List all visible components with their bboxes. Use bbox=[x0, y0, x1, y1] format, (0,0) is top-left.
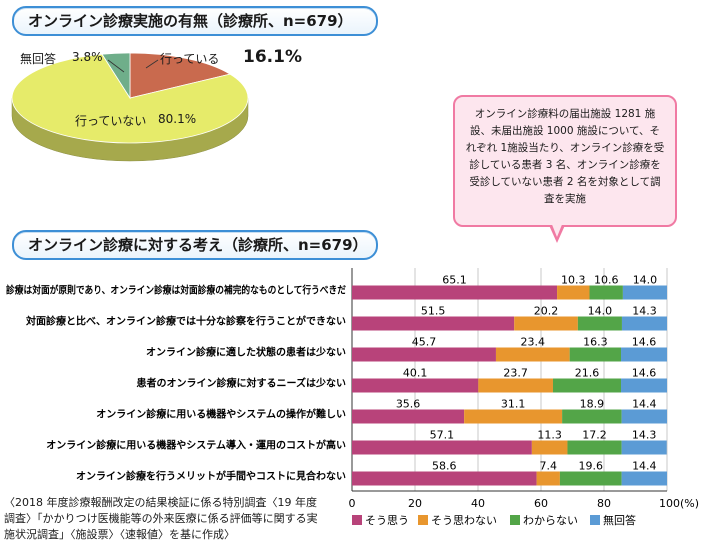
category-label: 診療は対面が原則であり、オンライン診療は対面診療の補完的なものとして行うべきだ bbox=[6, 284, 346, 297]
bar-segment bbox=[589, 285, 623, 300]
data-label: 23.7 bbox=[503, 367, 528, 380]
bar-segment bbox=[464, 409, 563, 424]
x-tick-label: 100(%) bbox=[659, 497, 699, 510]
data-label: 51.5 bbox=[421, 305, 446, 318]
bar-segment bbox=[531, 440, 568, 455]
bar-segment bbox=[352, 316, 515, 331]
data-label: 35.6 bbox=[396, 398, 421, 411]
bar-segment bbox=[622, 285, 667, 300]
pie-label-noanswer: 無回答 bbox=[20, 52, 57, 66]
legend-label: そう思わない bbox=[431, 514, 497, 527]
data-label: 40.1 bbox=[403, 367, 428, 380]
data-label: 14.0 bbox=[588, 305, 613, 318]
data-label: 14.3 bbox=[632, 305, 657, 318]
bar-segment bbox=[352, 440, 532, 455]
pie-label-notdoing: 行っていない bbox=[75, 114, 147, 128]
bar-segment bbox=[559, 471, 622, 486]
data-label: 45.7 bbox=[412, 336, 437, 349]
bar-segment bbox=[352, 347, 496, 362]
bar-segment bbox=[514, 316, 578, 331]
data-label: 57.1 bbox=[430, 429, 455, 442]
category-label: 対面診療と比べ、オンライン診療では十分な診察を行うことができない bbox=[25, 315, 346, 328]
legend-swatch bbox=[590, 515, 600, 525]
legend-swatch bbox=[352, 515, 362, 525]
data-label: 14.0 bbox=[633, 274, 658, 287]
pie-value-noanswer: 3.8% bbox=[72, 50, 103, 64]
data-label: 18.9 bbox=[580, 398, 605, 411]
x-tick-label: 60 bbox=[534, 497, 548, 510]
data-label: 10.3 bbox=[561, 274, 586, 287]
bar-segment bbox=[577, 316, 622, 331]
bar-segment bbox=[569, 347, 622, 362]
bar-segment bbox=[621, 440, 667, 455]
data-label: 14.4 bbox=[632, 398, 657, 411]
data-label: 14.6 bbox=[632, 336, 657, 349]
data-label: 14.6 bbox=[632, 367, 657, 380]
x-tick-label: 20 bbox=[408, 497, 422, 510]
data-label: 31.1 bbox=[501, 398, 526, 411]
pie-chart-title: オンライン診療実施の有無（診療所、n=679） bbox=[12, 6, 378, 36]
bar-segment bbox=[352, 285, 558, 300]
data-label: 17.2 bbox=[582, 429, 607, 442]
bar-segment bbox=[352, 378, 479, 393]
bar-segment bbox=[478, 378, 553, 393]
category-label: オンライン診療に用いる機器やシステムの操作が難しい bbox=[96, 408, 346, 421]
category-label: オンライン診療に用いる機器やシステム導入・運用のコストが高い bbox=[46, 439, 346, 452]
legend-label: 無回答 bbox=[603, 513, 636, 527]
bar-segment bbox=[621, 471, 667, 486]
x-tick-label: 0 bbox=[349, 497, 356, 510]
legend-swatch bbox=[418, 515, 428, 525]
data-label: 10.6 bbox=[594, 274, 619, 287]
bar-segment bbox=[352, 409, 465, 424]
x-tick-label: 40 bbox=[471, 497, 485, 510]
bar-segment bbox=[352, 471, 537, 486]
data-label: 11.3 bbox=[537, 429, 562, 442]
data-label: 14.3 bbox=[632, 429, 657, 442]
legend-label: わからない bbox=[523, 514, 578, 527]
category-label: 患者のオンライン診療に対するニーズは少ない bbox=[137, 377, 347, 390]
legend-label: そう思う bbox=[365, 514, 409, 527]
bar-segment bbox=[562, 409, 622, 424]
data-label: 14.4 bbox=[632, 460, 657, 473]
survey-note-callout: オンライン診療料の届出施設 1281 施設、未届出施設 1000 施設について、… bbox=[453, 95, 677, 227]
pie-value-doing: 16.1% bbox=[243, 47, 302, 67]
bar-chart-title: オンライン診療に対する考え（診療所、n=679） bbox=[12, 230, 378, 260]
data-label: 65.1 bbox=[442, 274, 467, 287]
data-label: 23.4 bbox=[521, 336, 546, 349]
bar-segment bbox=[621, 316, 667, 331]
category-label: オンライン診療を行うメリットが手間やコストに見合わない bbox=[76, 470, 346, 483]
source-note: 〈2018 年度診療報酬改定の結果検証に係る特別調査〈19 年度調査〉「かかりつ… bbox=[4, 496, 318, 541]
bar-segment bbox=[621, 409, 667, 424]
callout-tail-inner bbox=[551, 222, 563, 237]
data-label: 16.3 bbox=[583, 336, 608, 349]
bar-segment bbox=[536, 471, 560, 486]
bar-segment bbox=[495, 347, 570, 362]
bar-segment bbox=[557, 285, 590, 300]
data-label: 7.4 bbox=[539, 460, 557, 473]
category-label: オンライン診療に適した状態の患者は少ない bbox=[146, 346, 346, 359]
data-label: 58.6 bbox=[432, 460, 457, 473]
x-tick-label: 80 bbox=[597, 497, 611, 510]
data-label: 20.2 bbox=[534, 305, 559, 318]
pie-value-notdoing: 80.1% bbox=[158, 112, 197, 126]
legend-swatch bbox=[510, 515, 520, 525]
data-label: 19.6 bbox=[579, 460, 604, 473]
bar-segment bbox=[567, 440, 622, 455]
bar-segment bbox=[552, 378, 622, 393]
bar-segment bbox=[621, 378, 667, 393]
data-label: 21.6 bbox=[575, 367, 600, 380]
bar-segment bbox=[621, 347, 667, 362]
pie-label-doing: 行っている bbox=[160, 52, 220, 66]
